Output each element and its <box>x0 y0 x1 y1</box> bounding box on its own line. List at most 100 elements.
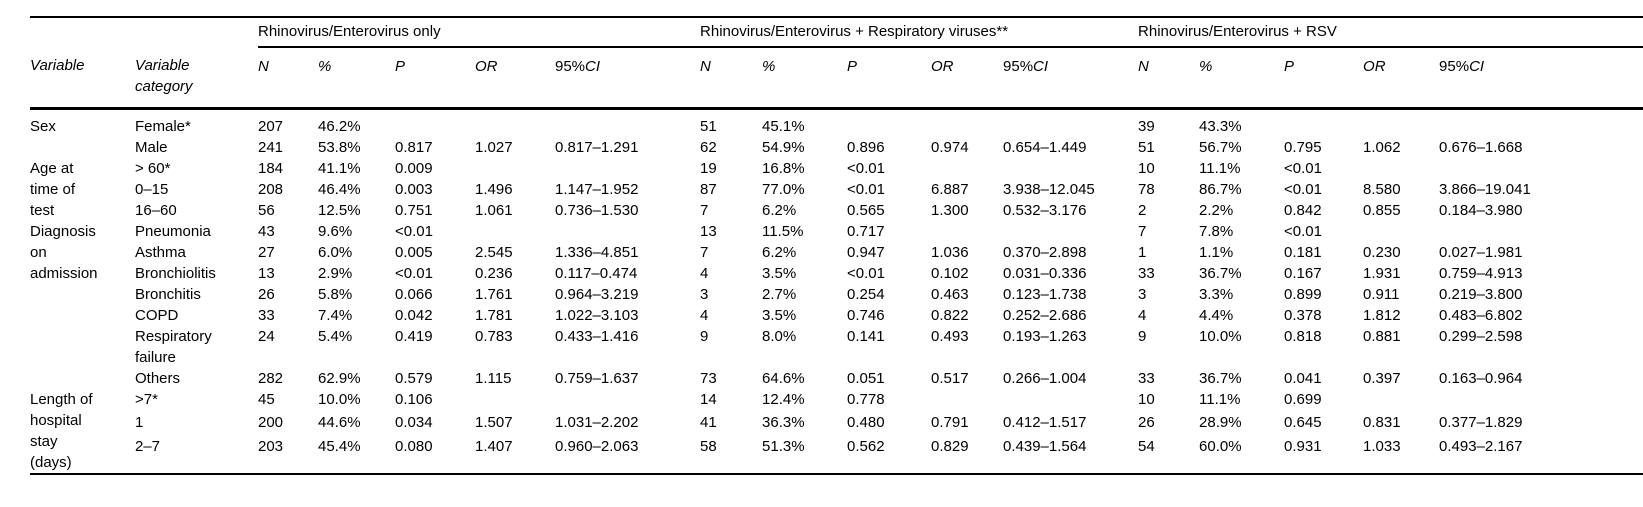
col-header-n-group1: N <box>258 47 318 110</box>
n-value-group1: 200 <box>258 414 284 432</box>
ci-value-group2: 0.193–1.263 <box>1003 328 1087 345</box>
ci-value-group1: 1.031–2.202 <box>555 414 639 432</box>
p-value-group2: 0.254 <box>847 286 885 303</box>
table-body: Sex Female* 207 46.2% 51 45.1% 39 43.3% Male 241 5… <box>30 109 1643 475</box>
or-value-group1: 1.496 <box>475 181 513 198</box>
percent-value-group3: 4.4% <box>1199 307 1234 324</box>
ci-value-group1: 1.147–1.952 <box>555 181 639 198</box>
col-header-p-group3: P <box>1284 47 1364 110</box>
ci-value-group3: 0.676–1.668 <box>1439 139 1523 156</box>
col-header-variable: Variable <box>30 47 135 110</box>
ci-value-group3: 3.866–19.041 <box>1439 181 1531 198</box>
p-value-group1: 0.042 <box>395 307 433 324</box>
percent-value-group3: 36.7% <box>1199 265 1242 282</box>
ci-value-group1 <box>555 221 700 242</box>
ci-value-group1: 0.117–0.474 <box>555 265 638 282</box>
ci-value-group1: 1.336–4.851 <box>555 244 639 261</box>
n-value-group3: 26 <box>1138 414 1155 432</box>
p-value-group3: <0.01 <box>1284 223 1322 240</box>
ci-value-group2: 0.123–1.738 <box>1003 286 1087 303</box>
table-row: Sex Female* 207 46.2% 51 45.1% 39 43.3% <box>30 109 1643 138</box>
or-value-group3: 0.855 <box>1363 202 1401 219</box>
ci-header-label: CI <box>1033 58 1049 75</box>
percent-value-group2: 54.9% <box>762 139 805 156</box>
or-value-group2 <box>931 389 1003 412</box>
percent-value-group2: 36.3% <box>762 414 805 432</box>
p-value-group1: 0.751 <box>395 202 433 219</box>
n-value-group3: 10 <box>1138 160 1155 177</box>
n-value-group1: 24 <box>258 328 275 345</box>
or-value-group1 <box>475 221 555 242</box>
p-value-group3: 0.645 <box>1284 414 1322 432</box>
ci-value-group3: 0.299–2.598 <box>1439 328 1523 345</box>
or-value-group3 <box>1363 158 1439 179</box>
or-value-group1: 1.027 <box>475 139 513 156</box>
n-value-group3: 39 <box>1138 118 1155 135</box>
or-value-group3: 0.881 <box>1363 328 1401 345</box>
or-value-group1: 1.761 <box>475 286 513 303</box>
col-header-percent-group2: % <box>762 47 848 110</box>
percent-value-group2: 3.5% <box>762 307 797 324</box>
percent-value-group1: 9.6% <box>318 223 353 240</box>
or-value-group2: 1.036 <box>931 244 969 261</box>
variable-category-label: Bronchitis <box>135 286 201 303</box>
p-value-group2: 0.565 <box>847 202 885 219</box>
n-value-group2: 7 <box>700 202 709 219</box>
variable-category-label: 1 <box>135 414 144 432</box>
n-value-group2: 62 <box>700 139 717 156</box>
or-value-group3 <box>1363 221 1439 242</box>
p-value-group3: 0.931 <box>1284 437 1322 455</box>
n-value-group3: 1 <box>1138 244 1147 261</box>
p-value-group1: 0.009 <box>395 160 433 177</box>
or-value-group3: 1.931 <box>1363 265 1401 282</box>
p-value-group1: 0.003 <box>395 181 433 198</box>
n-value-group3: 7 <box>1138 223 1147 240</box>
percent-value-group1: 5.8% <box>318 286 353 303</box>
ci-value-group1 <box>555 158 700 179</box>
n-value-group1: 203 <box>258 437 284 455</box>
percent-value-group3: 11.1% <box>1199 160 1241 177</box>
table-row: Diagnosis on admission Pneumonia 43 9.6% <0.… <box>30 221 1643 282</box>
or-value-group3 <box>1363 109 1439 138</box>
percent-value-group2: 11.5% <box>762 223 804 240</box>
percent-value-group1: 46.2% <box>318 118 361 135</box>
table-row: 1 200 44.6% 0.034 1.507 1.031–2.202 41 36.3% 0.4… <box>30 412 1643 435</box>
col-header-n-group2: N <box>700 47 763 110</box>
n-value-group2: 4 <box>700 307 709 324</box>
or-value-group2: 0.493 <box>931 328 969 345</box>
ci-value-group2: 0.252–2.686 <box>1003 307 1087 324</box>
percent-value-group2: 12.4% <box>762 391 805 408</box>
col-header-percent-group1: % <box>318 47 395 110</box>
percent-value-group3: 36.7% <box>1199 370 1242 387</box>
percent-value-group2: 3.5% <box>762 265 797 282</box>
p-value-group2: 0.746 <box>847 307 885 324</box>
p-value-group2: 0.051 <box>847 370 885 387</box>
table-row: Male 241 53.8% 0.817 1.027 0.817–1.291 62 54.9%… <box>30 137 1643 158</box>
or-value-group3: 0.397 <box>1363 370 1401 387</box>
p-value-group3: 0.378 <box>1284 307 1322 324</box>
percent-value-group1: 44.6% <box>318 414 361 432</box>
group-header-rhinovirus-rsv: Rhinovirus/Enterovirus + RSV <box>1138 17 1643 48</box>
ci-value-group1: 0.817–1.291 <box>555 139 639 156</box>
ci-value-group1: 0.960–2.063 <box>555 437 639 455</box>
ci-header-prefix: 95% <box>555 58 586 75</box>
p-value-group1: 0.817 <box>395 139 433 156</box>
col-header-p-group1: P <box>395 47 475 110</box>
ci-header-label: CI <box>1469 58 1485 75</box>
p-value-group1: 0.066 <box>395 286 433 303</box>
variable-category-label: Asthma <box>135 244 186 261</box>
p-value-group2: 0.480 <box>847 414 885 432</box>
ci-value-group3 <box>1439 389 1643 412</box>
variable-label: Sex <box>30 118 56 135</box>
table-row: 2–7 203 45.4% 0.080 1.407 0.960–2.063 58 51.3% 0… <box>30 436 1643 474</box>
ci-value-group2 <box>1003 158 1138 179</box>
ci-value-group2: 0.532–3.176 <box>1003 202 1087 219</box>
percent-value-group3: 7.8% <box>1199 223 1234 240</box>
p-value-group3: 0.818 <box>1284 328 1322 345</box>
or-value-group2: 0.791 <box>931 414 969 432</box>
or-value-group3: 0.831 <box>1363 414 1401 432</box>
n-value-group1: 33 <box>258 307 275 324</box>
ci-value-group3: 0.163–0.964 <box>1439 370 1523 387</box>
percent-value-group3: 2.2% <box>1199 202 1234 219</box>
ci-value-group2: 0.654–1.449 <box>1003 139 1087 156</box>
